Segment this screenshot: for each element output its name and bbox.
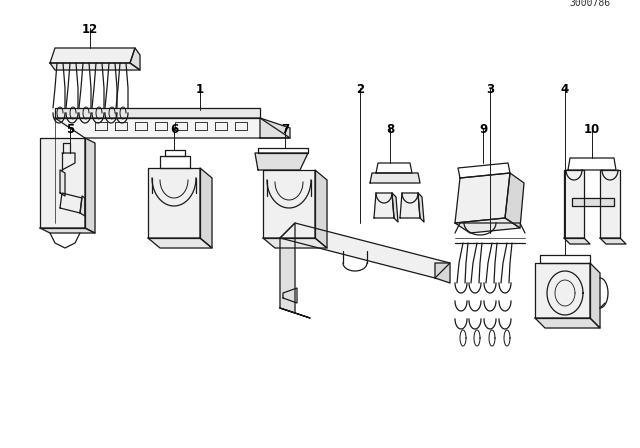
Polygon shape: [60, 193, 82, 213]
Polygon shape: [400, 193, 420, 218]
Polygon shape: [374, 193, 394, 218]
Polygon shape: [315, 170, 327, 248]
Polygon shape: [280, 308, 310, 318]
Polygon shape: [148, 168, 200, 238]
Polygon shape: [40, 138, 85, 228]
Polygon shape: [130, 48, 140, 70]
Polygon shape: [260, 118, 290, 138]
Polygon shape: [55, 118, 290, 138]
Polygon shape: [392, 193, 398, 222]
Polygon shape: [148, 238, 212, 248]
Text: 6: 6: [170, 123, 178, 136]
Polygon shape: [280, 223, 295, 313]
Polygon shape: [600, 170, 620, 238]
Text: 5: 5: [66, 123, 74, 136]
Polygon shape: [455, 173, 510, 223]
Polygon shape: [60, 170, 65, 196]
Polygon shape: [85, 138, 95, 233]
Polygon shape: [564, 170, 584, 238]
Text: 4: 4: [561, 83, 569, 96]
Polygon shape: [418, 193, 424, 222]
Polygon shape: [572, 198, 614, 206]
Polygon shape: [80, 196, 85, 216]
Polygon shape: [600, 238, 626, 244]
Polygon shape: [435, 263, 450, 283]
Polygon shape: [590, 263, 600, 328]
Polygon shape: [535, 263, 590, 318]
Polygon shape: [455, 218, 520, 233]
Text: 8: 8: [386, 123, 394, 136]
Text: 1: 1: [196, 83, 204, 96]
Polygon shape: [564, 238, 590, 244]
Text: 3: 3: [486, 83, 494, 96]
Polygon shape: [505, 173, 524, 228]
Polygon shape: [50, 48, 135, 63]
Polygon shape: [370, 173, 420, 183]
Text: 9: 9: [479, 123, 487, 136]
Polygon shape: [535, 318, 600, 328]
Polygon shape: [263, 170, 315, 238]
Text: 2: 2: [356, 83, 364, 96]
Polygon shape: [200, 168, 212, 248]
Text: 10: 10: [584, 123, 600, 136]
Polygon shape: [255, 153, 308, 170]
Text: 7: 7: [281, 123, 289, 136]
Polygon shape: [50, 63, 140, 70]
Text: 3000786: 3000786: [569, 0, 610, 8]
Polygon shape: [280, 223, 450, 278]
Polygon shape: [263, 238, 327, 248]
Polygon shape: [55, 108, 260, 118]
Text: 12: 12: [82, 23, 98, 36]
Polygon shape: [40, 228, 95, 233]
